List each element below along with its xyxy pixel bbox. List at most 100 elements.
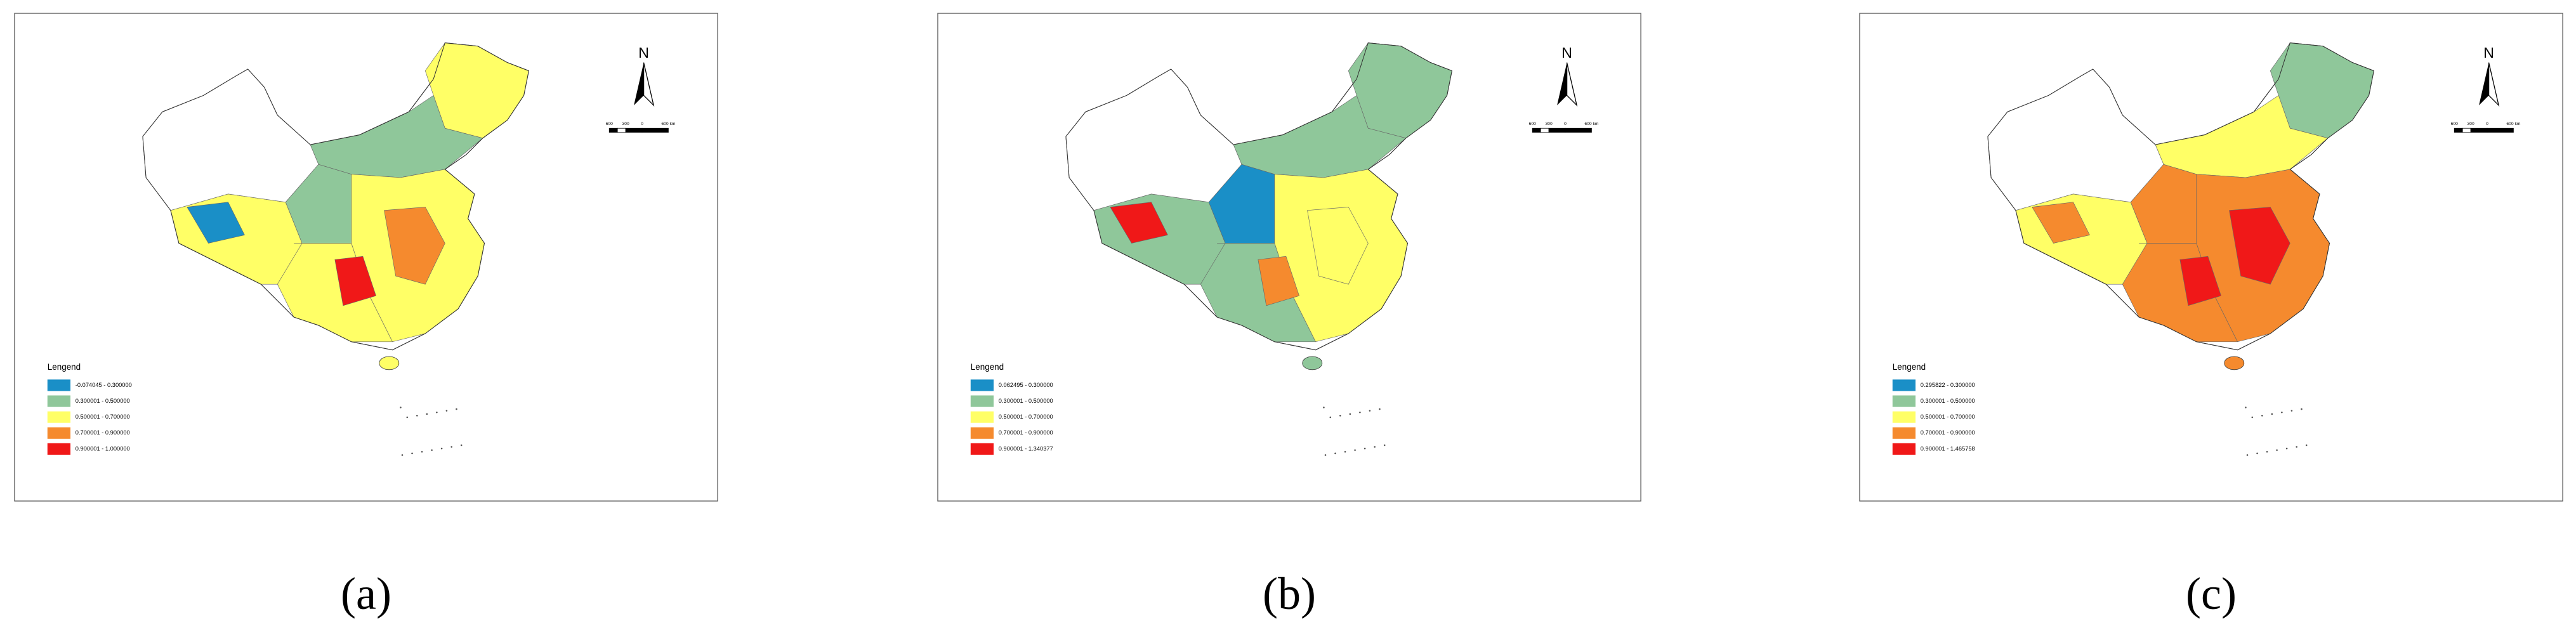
scale-label: 600 km [1584,122,1598,126]
panel-label: (c) [2186,568,2237,619]
north-label: N [638,44,649,61]
legend-swatch [1892,379,1916,391]
panel-label: (b) [1263,568,1316,619]
country-outline [1987,42,2374,351]
island [2290,410,2293,412]
legend-label: 0.300001 - 0.500000 [999,398,1053,404]
legend-label: 0.300001 - 0.500000 [76,398,130,404]
hainan [1302,356,1323,370]
scale-bar [608,127,618,133]
region [1258,256,1299,306]
island [2301,408,2303,410]
island [2276,449,2278,451]
island [2245,407,2247,408]
legend-label: 0.500001 - 0.700000 [1921,414,1975,420]
island [2251,416,2254,419]
island [400,407,402,408]
legend-swatch [47,379,71,391]
region [334,256,376,306]
region [2130,164,2197,244]
map-panel: N 600 300 0 600 km Lengend 0.295822 - 0.300000… [1859,13,2563,502]
island [416,415,418,417]
north-arrow [2488,62,2500,107]
scale-bar [1540,127,1549,133]
panel-label: (a) [341,568,391,619]
island [2285,447,2288,450]
region [2179,256,2221,306]
map-panel: N 600 300 0 600 km Lengend -0.074045 - 0.30000… [14,13,718,502]
scale-bar [2470,127,2488,133]
scale-bar [617,127,626,133]
island [1334,452,1336,455]
island [460,444,463,447]
scale-label: 600 [2451,122,2458,126]
scale-label: 300 [1545,122,1552,126]
hainan [379,356,400,370]
legend-swatch [970,427,994,439]
island [431,449,433,451]
island [401,454,404,456]
scale-label: 600 km [661,122,675,126]
region [2229,207,2290,285]
scale-bar [625,127,643,133]
region [1110,202,1168,244]
island [1349,413,1351,415]
island [1379,408,1381,410]
legend-label: 0.500001 - 0.700000 [76,414,130,420]
island [1369,410,1371,412]
scale-bar [1565,127,1592,133]
scale-bar [641,127,669,133]
island [1364,447,1366,450]
legend-label: 0.900001 - 1.465758 [1921,445,1975,452]
island [445,410,448,412]
legend-label: -0.074045 - 0.300000 [76,382,132,388]
scale-label: 600 [1529,122,1536,126]
island [2261,415,2263,417]
north-label: N [2483,44,2494,61]
island [1359,411,1361,414]
region [1307,207,1369,285]
legend-title: Lengend [971,362,1004,372]
legend-swatch [1892,427,1916,439]
legend-label: 0.300001 - 0.500000 [1921,398,1975,404]
scale-label: 0 [641,122,643,126]
legend-label: 0.500001 - 0.700000 [999,414,1053,420]
north-arrow [1566,62,1578,107]
hainan [2224,356,2245,370]
legend-title: Lengend [1893,362,1926,372]
legend-swatch [970,411,994,423]
legend-label: 0.295822 - 0.300000 [1921,382,1975,388]
island [411,452,413,455]
island [440,447,443,450]
scale-bar [2462,127,2471,133]
region [2032,202,2090,244]
north-arrow [643,62,655,107]
island [1383,444,1386,447]
legend-label: 0.062495 - 0.300000 [999,382,1053,388]
legend-swatch [47,443,71,455]
scale-label: 600 [606,122,613,126]
legend-label: 0.700001 - 0.900000 [1921,429,1975,436]
legend-label: 0.700001 - 0.900000 [999,429,1053,436]
island [456,408,457,410]
legend-swatch [47,411,71,423]
legend-swatch [970,395,994,407]
scale-bar [2487,127,2514,133]
island [2305,444,2308,447]
legend-swatch [1892,395,1916,407]
scale-label: 600 km [2506,122,2520,126]
island [1329,416,1332,419]
region [384,207,445,285]
scale-label: 300 [2467,122,2474,126]
scale-bar [1532,127,1541,133]
map-panel: N 600 300 0 600 km Lengend 0.062495 - 0.300000… [937,13,1641,502]
legend-swatch [970,443,994,455]
island [406,416,409,419]
island [450,446,452,448]
legend-swatch [970,379,994,391]
country-outline [1065,42,1452,351]
legend-label: 0.700001 - 0.900000 [76,429,130,436]
island [1344,450,1346,453]
legend-swatch [47,395,71,407]
